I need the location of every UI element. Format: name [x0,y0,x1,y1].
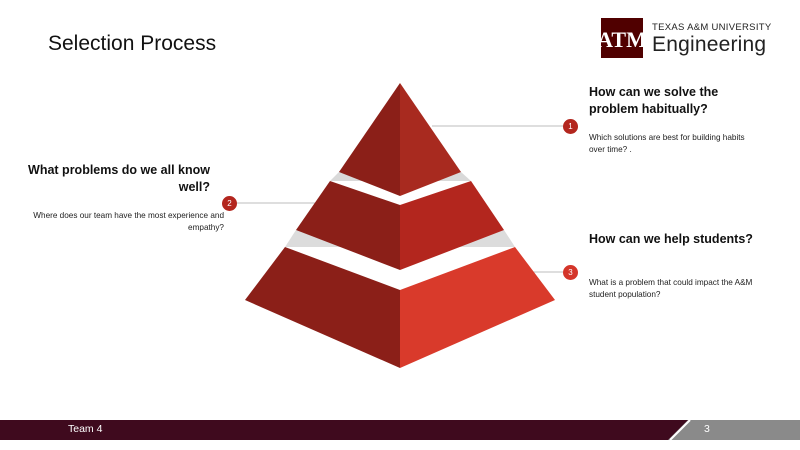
pyramid-tier-middle-left [296,181,400,270]
footer-team-label: Team 4 [68,423,103,435]
step-badge-1: 1 [563,119,578,134]
step-2-heading: What problems do we all know well? [28,163,210,194]
slide-title: Selection Process [48,32,217,55]
tamu-logo: ATM [601,18,643,58]
step-badge-3: 3 [563,265,578,280]
step-3-heading: How can we help students? [589,232,753,246]
step-3-description: What is a problem that could impact the … [589,278,753,299]
pyramid-tier-bottom-left [245,247,400,368]
pyramid-tier-top-right [400,83,461,196]
footer-bar [0,420,800,440]
logo-text: ATM [601,27,643,52]
step-1-description: Which solutions are best for building ha… [589,133,745,154]
step-2-description: Where does our team have the most experi… [33,211,224,232]
college-name: Engineering [652,33,767,56]
page-number: 3 [704,423,710,435]
step-badge-2: 2 [222,196,237,211]
pyramid-tier-bottom-right [400,247,555,368]
step-1-heading: How can we solve the problem habitually? [589,85,719,116]
university-name: TEXAS A&M UNIVERSITY [652,22,772,33]
pyramid-tier-top-left [339,83,400,196]
pyramid-tier-middle-right [400,181,504,270]
